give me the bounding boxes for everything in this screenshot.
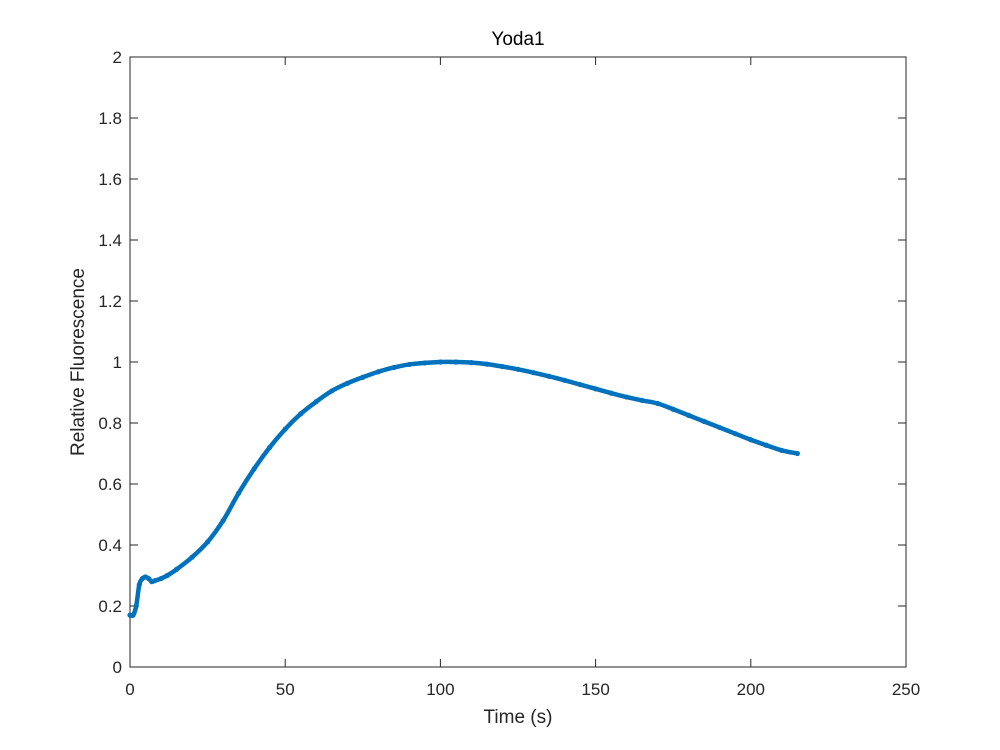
axes-box — [129, 56, 907, 668]
data-point — [655, 400, 661, 407]
x-tick-label: 250 — [892, 680, 920, 699]
data-point — [437, 359, 443, 365]
y-tick-label: 1 — [113, 353, 122, 372]
data-point — [360, 374, 366, 380]
x-tick-label: 50 — [276, 680, 295, 699]
data-point — [453, 359, 459, 365]
x-tick-label: 200 — [737, 680, 765, 699]
data-point — [593, 386, 599, 392]
y-tick-label: 0.6 — [98, 475, 122, 494]
axes — [129, 56, 907, 668]
data-point — [136, 582, 142, 588]
x-tick-label: 0 — [125, 680, 134, 699]
y-tick-label: 2 — [113, 48, 122, 67]
data-point — [468, 360, 475, 366]
x-tick-label: 100 — [426, 680, 454, 699]
y-axis-title: Relative Fluorescence — [68, 268, 89, 456]
y-tick-label: 0.4 — [98, 536, 122, 555]
data-point — [189, 554, 195, 560]
data-point — [748, 437, 754, 443]
data-point — [577, 381, 583, 388]
data-point — [561, 377, 568, 383]
chart-title: Yoda1 — [491, 29, 544, 50]
data-point — [639, 397, 645, 404]
y-tick-label: 1.4 — [98, 231, 122, 250]
data-point — [267, 444, 273, 450]
data-point — [313, 399, 319, 405]
data-point — [732, 431, 738, 437]
series-line — [127, 359, 800, 619]
data-point — [282, 426, 288, 432]
data-point — [298, 411, 304, 417]
data-point — [484, 361, 490, 367]
data-point — [701, 418, 707, 425]
data-point — [779, 447, 785, 454]
data-point — [717, 424, 723, 431]
data-point — [130, 612, 136, 618]
data-point — [158, 575, 164, 582]
data-point — [251, 466, 257, 472]
data-point — [236, 490, 242, 496]
data-point — [173, 566, 180, 573]
data-point — [499, 363, 506, 370]
y-tick-label: 0.8 — [98, 414, 122, 433]
data-point — [220, 518, 226, 524]
data-point — [794, 450, 800, 457]
data-point — [375, 369, 381, 375]
data-point — [329, 388, 335, 394]
y-tick-label: 0.2 — [98, 597, 122, 616]
data-point — [670, 406, 676, 412]
data-point — [515, 366, 521, 372]
series-group — [127, 359, 800, 619]
data-point — [530, 370, 537, 376]
data-point — [624, 394, 630, 400]
data-point — [344, 380, 350, 386]
data-point — [133, 603, 139, 609]
y-tick-label: 1.2 — [98, 292, 122, 311]
y-tick-label: 1.8 — [98, 109, 122, 128]
data-point — [763, 442, 769, 448]
data-point — [164, 572, 170, 579]
x-ticks: 0 50 100 150 200 250 — [125, 57, 920, 699]
data-point — [546, 373, 552, 379]
data-point — [152, 578, 158, 584]
data-point — [422, 360, 428, 366]
data-point — [205, 539, 211, 545]
data-point — [406, 361, 412, 368]
x-axis-title: Time (s) — [484, 707, 553, 728]
y-tick-label: 0 — [113, 658, 122, 677]
data-point — [608, 390, 614, 396]
y-ticks: 0 0.2 0.4 0.6 0.8 1 1.2 1.4 1.6 1.8 2 — [98, 48, 906, 677]
data-point — [686, 412, 692, 418]
y-tick-label: 1.6 — [98, 170, 122, 189]
x-tick-label: 150 — [581, 680, 609, 699]
data-point — [391, 364, 397, 371]
